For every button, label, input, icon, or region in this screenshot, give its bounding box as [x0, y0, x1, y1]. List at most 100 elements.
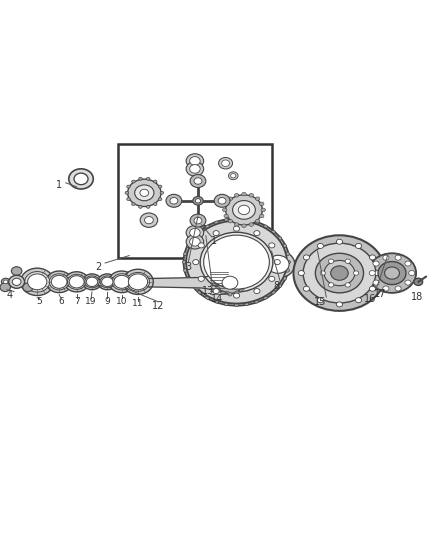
Ellipse shape	[261, 208, 265, 212]
Ellipse shape	[221, 271, 225, 274]
Ellipse shape	[184, 219, 290, 305]
Ellipse shape	[213, 288, 219, 294]
Ellipse shape	[98, 274, 117, 290]
Ellipse shape	[254, 231, 260, 236]
Ellipse shape	[254, 300, 258, 303]
Ellipse shape	[228, 293, 232, 296]
Ellipse shape	[263, 225, 268, 229]
Ellipse shape	[383, 286, 389, 291]
Text: 4: 4	[7, 290, 13, 300]
Ellipse shape	[235, 291, 239, 294]
Ellipse shape	[190, 214, 206, 227]
Ellipse shape	[102, 277, 113, 287]
Text: 14: 14	[211, 294, 223, 304]
Ellipse shape	[345, 259, 350, 263]
Ellipse shape	[254, 221, 258, 225]
Ellipse shape	[222, 160, 230, 166]
Ellipse shape	[315, 253, 364, 293]
Ellipse shape	[128, 274, 148, 290]
Ellipse shape	[166, 195, 182, 207]
Ellipse shape	[132, 203, 135, 206]
Ellipse shape	[320, 271, 325, 275]
Text: 16: 16	[364, 294, 376, 304]
Ellipse shape	[195, 199, 201, 203]
Ellipse shape	[303, 243, 376, 303]
Ellipse shape	[191, 237, 196, 240]
Ellipse shape	[229, 172, 238, 180]
Ellipse shape	[217, 272, 243, 294]
Ellipse shape	[159, 185, 162, 188]
Ellipse shape	[356, 244, 361, 248]
Text: 1: 1	[56, 181, 62, 190]
Ellipse shape	[304, 255, 310, 260]
Ellipse shape	[215, 287, 220, 290]
Ellipse shape	[46, 271, 72, 293]
Ellipse shape	[25, 272, 49, 292]
Ellipse shape	[213, 231, 219, 236]
Ellipse shape	[230, 174, 236, 178]
Ellipse shape	[194, 178, 202, 184]
Text: 5: 5	[36, 297, 42, 306]
Ellipse shape	[219, 157, 233, 169]
Ellipse shape	[153, 203, 157, 206]
Text: 2: 2	[95, 262, 102, 272]
Ellipse shape	[193, 197, 203, 205]
Ellipse shape	[395, 255, 401, 260]
Ellipse shape	[249, 223, 254, 227]
Ellipse shape	[4, 280, 8, 284]
Ellipse shape	[228, 197, 233, 200]
Text: 6: 6	[58, 297, 64, 306]
Ellipse shape	[331, 266, 348, 280]
Text: 8: 8	[273, 281, 279, 291]
Ellipse shape	[293, 235, 385, 311]
Ellipse shape	[191, 284, 196, 287]
Ellipse shape	[11, 266, 22, 276]
Ellipse shape	[23, 283, 33, 292]
Ellipse shape	[100, 276, 115, 288]
Ellipse shape	[186, 225, 204, 240]
Text: 13: 13	[202, 286, 214, 296]
Ellipse shape	[205, 225, 210, 229]
Ellipse shape	[146, 177, 150, 180]
Ellipse shape	[190, 174, 206, 188]
Ellipse shape	[198, 290, 202, 294]
Text: 18: 18	[411, 292, 423, 302]
Text: 10: 10	[116, 297, 127, 306]
Ellipse shape	[277, 237, 282, 240]
Ellipse shape	[328, 282, 334, 287]
Ellipse shape	[224, 219, 229, 222]
Ellipse shape	[12, 278, 21, 286]
Ellipse shape	[255, 197, 260, 200]
Ellipse shape	[405, 280, 411, 285]
Ellipse shape	[146, 205, 150, 208]
Ellipse shape	[369, 286, 375, 291]
Ellipse shape	[385, 267, 399, 279]
Ellipse shape	[198, 276, 204, 281]
Ellipse shape	[224, 202, 228, 206]
Ellipse shape	[414, 278, 423, 286]
Ellipse shape	[285, 269, 290, 272]
Ellipse shape	[317, 297, 323, 303]
Ellipse shape	[1, 278, 10, 286]
Ellipse shape	[336, 302, 343, 307]
Ellipse shape	[49, 274, 69, 290]
Ellipse shape	[374, 271, 381, 276]
Ellipse shape	[193, 260, 199, 265]
Ellipse shape	[215, 275, 220, 279]
Text: 1: 1	[211, 236, 217, 246]
Ellipse shape	[187, 244, 191, 248]
Ellipse shape	[190, 228, 200, 237]
Ellipse shape	[244, 302, 249, 305]
Ellipse shape	[222, 276, 238, 289]
Ellipse shape	[67, 274, 86, 289]
Ellipse shape	[233, 226, 240, 231]
Ellipse shape	[214, 281, 218, 285]
Ellipse shape	[263, 296, 268, 299]
Ellipse shape	[233, 293, 240, 298]
Ellipse shape	[383, 255, 389, 260]
Ellipse shape	[234, 193, 239, 197]
Ellipse shape	[271, 290, 275, 294]
Ellipse shape	[170, 198, 178, 204]
Ellipse shape	[184, 252, 188, 256]
Ellipse shape	[74, 173, 88, 184]
